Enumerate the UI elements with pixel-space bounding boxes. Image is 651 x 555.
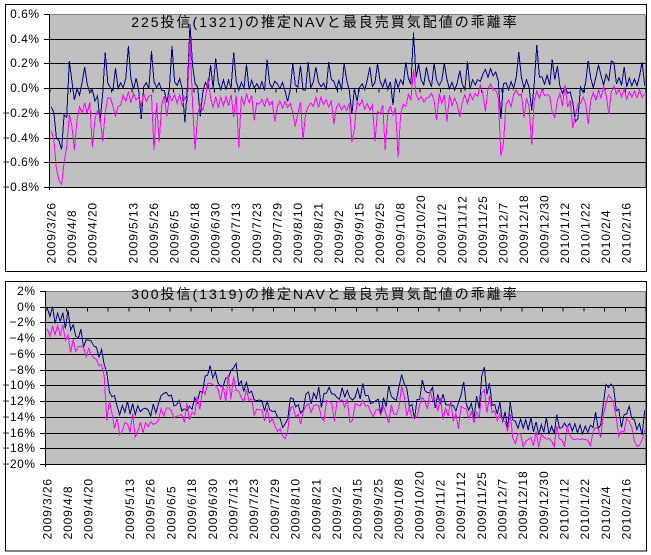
svg-text:−4%: −4% (10, 331, 36, 345)
svg-text:225投信(1321)の推定NAVと最良売買気配値の乖離率: 225投信(1321)の推定NAVと最良売買気配値の乖離率 (131, 14, 519, 30)
svg-text:2009/9/2: 2009/9/2 (332, 210, 346, 264)
svg-text:2009/4/8: 2009/4/8 (65, 210, 79, 264)
svg-text:0%: 0% (17, 300, 35, 314)
svg-text:2009/12/30: 2009/12/30 (538, 194, 552, 263)
svg-text:2009/7/29: 2009/7/29 (270, 202, 284, 264)
svg-text:2009/8/21: 2009/8/21 (312, 202, 326, 264)
svg-text:−14%: −14% (2, 410, 35, 424)
svg-text:2009/3/26: 2009/3/26 (44, 202, 58, 264)
svg-text:2010/2/16: 2010/2/16 (620, 202, 634, 264)
svg-text:2009/7/13: 2009/7/13 (227, 478, 241, 540)
svg-text:0.4%: 0.4% (10, 32, 39, 46)
svg-text:−8%: −8% (10, 363, 36, 377)
svg-text:2009/7/29: 2009/7/29 (268, 478, 282, 540)
svg-text:2009/9/15: 2009/9/15 (351, 478, 365, 540)
svg-text:2009/11/25: 2009/11/25 (475, 471, 489, 539)
svg-text:0.2%: 0.2% (10, 56, 39, 70)
svg-text:2009/9/25: 2009/9/25 (373, 202, 387, 264)
svg-text:2009/9/2: 2009/9/2 (330, 486, 344, 540)
svg-text:2009/6/5: 2009/6/5 (164, 486, 178, 540)
svg-text:2009/5/13: 2009/5/13 (127, 202, 141, 264)
svg-text:2009/6/18: 2009/6/18 (188, 202, 202, 264)
svg-text:2009/12/7: 2009/12/7 (496, 478, 510, 540)
svg-text:2009/7/13: 2009/7/13 (229, 202, 243, 264)
svg-text:2009/5/13: 2009/5/13 (123, 478, 137, 540)
svg-text:2009/6/18: 2009/6/18 (185, 478, 199, 540)
svg-text:2009/3/26: 2009/3/26 (40, 478, 54, 540)
svg-text:2010/1/22: 2010/1/22 (578, 478, 592, 540)
svg-text:−16%: −16% (2, 426, 35, 440)
svg-text:2009/5/26: 2009/5/26 (147, 202, 161, 264)
svg-text:2010/1/22: 2010/1/22 (579, 202, 593, 264)
svg-text:2009/11/12: 2009/11/12 (455, 195, 469, 263)
svg-text:2009/11/25: 2009/11/25 (476, 195, 490, 263)
svg-text:2009/7/23: 2009/7/23 (247, 478, 261, 540)
svg-text:2009/11/2: 2009/11/2 (433, 479, 447, 540)
svg-text:2009/8/21: 2009/8/21 (309, 478, 323, 540)
svg-text:−6%: −6% (10, 347, 36, 361)
svg-text:2009/10/8: 2009/10/8 (392, 478, 406, 540)
svg-text:2009/12/18: 2009/12/18 (517, 194, 531, 263)
svg-text:2009/11/2: 2009/11/2 (435, 203, 449, 264)
svg-text:−2%: −2% (10, 315, 36, 329)
svg-text:2009/8/10: 2009/8/10 (291, 202, 305, 264)
svg-text:2009/9/15: 2009/9/15 (353, 202, 367, 264)
svg-text:−18%: −18% (2, 441, 35, 455)
svg-text:2009/4/8: 2009/4/8 (61, 486, 75, 540)
svg-text:2009/7/23: 2009/7/23 (250, 202, 264, 264)
svg-text:2009/12/30: 2009/12/30 (537, 470, 551, 539)
svg-text:2%: 2% (17, 284, 35, 298)
svg-text:−20%: −20% (2, 457, 35, 471)
svg-text:2010/2/4: 2010/2/4 (599, 210, 613, 264)
svg-text:2009/12/7: 2009/12/7 (496, 202, 510, 264)
svg-text:2010/1/12: 2010/1/12 (558, 202, 572, 264)
svg-text:0.0%: 0.0% (10, 81, 39, 95)
svg-text:−10%: −10% (2, 378, 35, 392)
svg-text:300投信(1319)の推定NAVと最良売買気配値の乖離率: 300投信(1319)の推定NAVと最良売買気配値の乖離率 (131, 286, 519, 302)
svg-text:2009/6/5: 2009/6/5 (168, 210, 182, 264)
svg-text:2009/6/30: 2009/6/30 (209, 202, 223, 264)
svg-text:−0.8%: −0.8% (3, 180, 40, 194)
svg-text:0.6%: 0.6% (10, 7, 39, 21)
svg-text:2009/6/30: 2009/6/30 (206, 478, 220, 540)
svg-text:2009/12/18: 2009/12/18 (516, 470, 530, 539)
svg-text:2009/5/26: 2009/5/26 (144, 478, 158, 540)
svg-text:2009/8/10: 2009/8/10 (289, 478, 303, 540)
svg-text:2009/10/20: 2009/10/20 (413, 470, 427, 539)
svg-text:2009/10/8: 2009/10/8 (394, 202, 408, 264)
svg-text:2009/10/20: 2009/10/20 (414, 194, 428, 263)
svg-text:2009/4/20: 2009/4/20 (82, 478, 96, 540)
svg-text:2010/2/16: 2010/2/16 (620, 478, 634, 540)
svg-text:2009/9/25: 2009/9/25 (371, 478, 385, 540)
svg-text:2010/1/12: 2010/1/12 (558, 478, 572, 540)
svg-text:2009/4/20: 2009/4/20 (85, 202, 99, 264)
svg-text:−0.4%: −0.4% (3, 131, 40, 145)
svg-text:2009/11/12: 2009/11/12 (454, 471, 468, 539)
svg-text:−0.2%: −0.2% (3, 106, 40, 120)
svg-text:−0.6%: −0.6% (3, 155, 40, 169)
svg-text:−12%: −12% (2, 394, 35, 408)
svg-text:2010/2/4: 2010/2/4 (599, 486, 613, 540)
